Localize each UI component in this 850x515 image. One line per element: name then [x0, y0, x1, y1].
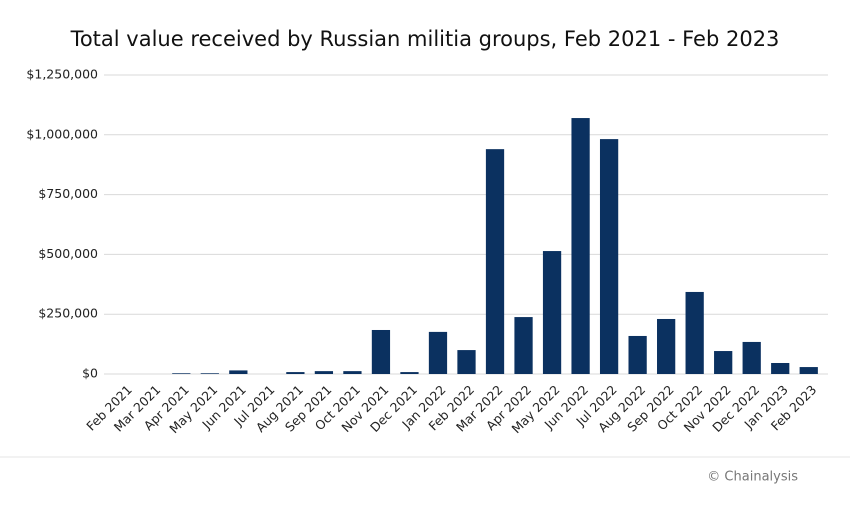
bar	[485, 149, 505, 374]
bar	[714, 351, 733, 374]
bar	[542, 251, 562, 374]
bar	[628, 335, 647, 374]
bar	[799, 367, 818, 374]
bar	[229, 370, 248, 374]
y-tick-label: $500,000	[38, 246, 98, 261]
y-tick-label: $0	[82, 366, 98, 381]
bar	[371, 329, 391, 374]
bar	[599, 139, 619, 374]
bar	[428, 331, 448, 374]
y-tick-label: $750,000	[38, 186, 98, 201]
y-tick-label: $1,250,000	[26, 67, 98, 82]
bar	[457, 350, 476, 374]
source: © Chainalysis	[707, 470, 798, 485]
bar	[172, 373, 191, 374]
bar	[771, 362, 790, 374]
bar	[657, 318, 676, 374]
bar	[343, 371, 362, 374]
bar	[685, 291, 704, 374]
bar	[571, 118, 590, 374]
bar	[514, 317, 533, 374]
bar	[742, 341, 761, 374]
chart-title: Total value received by Russian militia …	[70, 27, 780, 51]
bar	[400, 372, 419, 374]
y-tick-label: $250,000	[38, 306, 98, 321]
bar	[286, 372, 305, 374]
y-tick-label: $1,000,000	[26, 126, 98, 141]
bar	[314, 371, 334, 374]
bar	[200, 373, 219, 374]
